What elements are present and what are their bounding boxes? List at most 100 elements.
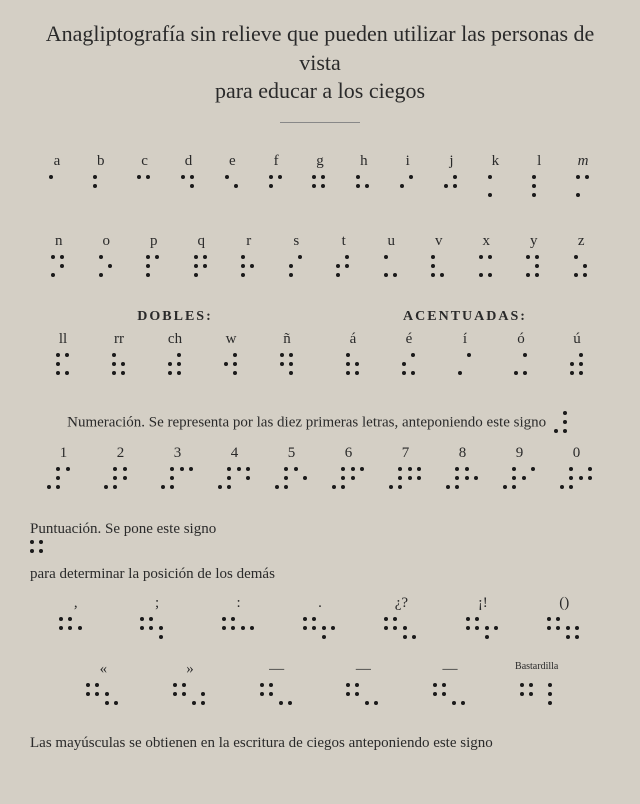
braille-cell: t xyxy=(320,233,368,279)
braille-pattern xyxy=(224,353,239,377)
braille-cell: 6 xyxy=(320,445,377,491)
braille-label: d xyxy=(185,153,193,171)
braille-label: « xyxy=(100,661,108,679)
braille-pattern xyxy=(104,467,138,491)
braille-label: 4 xyxy=(231,445,239,463)
braille-cell: k xyxy=(473,153,517,199)
braille-label: k xyxy=(492,153,500,171)
braille-pattern xyxy=(161,467,195,491)
braille-label: t xyxy=(342,233,346,251)
braille-pattern xyxy=(86,683,120,707)
braille-cell: 4 xyxy=(206,445,263,491)
braille-cell: z xyxy=(558,233,606,279)
braille-cell: 3 xyxy=(149,445,206,491)
braille-cell: á xyxy=(325,331,381,377)
title-line-1: Anagliptografía sin relieve que pueden u… xyxy=(46,21,595,75)
braille-label: » xyxy=(186,661,194,679)
braille-pattern xyxy=(289,255,304,279)
braille-pattern xyxy=(173,683,207,707)
braille-label: r xyxy=(246,233,251,251)
braille-cell: 0 xyxy=(548,445,605,491)
braille-cell: 1 xyxy=(35,445,92,491)
braille-pattern xyxy=(241,255,256,279)
braille-pattern xyxy=(346,353,361,377)
braille-cell: c xyxy=(123,153,167,199)
braille-pattern xyxy=(222,617,256,641)
final-text: Las mayúsculas se obtienen en la escritu… xyxy=(30,735,610,752)
braille-pattern xyxy=(275,467,309,491)
braille-pattern xyxy=(402,353,417,377)
braille-label: p xyxy=(150,233,158,251)
braille-cell: e xyxy=(210,153,254,199)
braille-pattern xyxy=(503,467,537,491)
braille-cell: v xyxy=(415,233,463,279)
braille-pattern xyxy=(225,175,240,199)
braille-cell: q xyxy=(178,233,226,279)
braille-label: ¿? xyxy=(395,595,408,613)
braille-label: — xyxy=(269,661,284,679)
braille-pattern xyxy=(576,175,591,199)
braille-cell: l xyxy=(517,153,561,199)
braille-pattern xyxy=(444,175,459,199)
braille-pattern xyxy=(168,353,183,377)
braille-label: ñ xyxy=(283,331,291,349)
braille-pattern xyxy=(384,617,418,641)
braille-label: y xyxy=(530,233,538,251)
braille-label: 7 xyxy=(402,445,410,463)
braille-label: Bastardilla xyxy=(515,661,558,679)
braille-pattern xyxy=(51,255,66,279)
braille-cell: a xyxy=(35,153,79,199)
braille-pattern xyxy=(303,617,337,641)
braille-cell: : xyxy=(198,595,279,641)
braille-label: h xyxy=(360,153,368,171)
braille-cell: u xyxy=(368,233,416,279)
title-line-2: para educar a los ciegos xyxy=(215,78,425,103)
braille-cell: , xyxy=(35,595,116,641)
braille-pattern xyxy=(384,255,399,279)
braille-cell: ll xyxy=(35,331,91,377)
page-title: Anagliptografía sin relieve que pueden u… xyxy=(30,20,610,106)
braille-label: 6 xyxy=(345,445,353,463)
braille-label: 5 xyxy=(288,445,296,463)
dobles-heading: DOBLES: xyxy=(30,309,320,325)
braille-pattern xyxy=(488,175,503,199)
braille-pattern xyxy=(466,617,500,641)
braille-pattern xyxy=(520,683,554,707)
braille-cell: í xyxy=(437,331,493,377)
numeracion-text: Numeración. Se representa por las diez p… xyxy=(30,411,610,435)
braille-cell: rr xyxy=(91,331,147,377)
braille-cell: i xyxy=(386,153,430,199)
braille-cell: » xyxy=(147,661,234,707)
braille-pattern xyxy=(47,467,81,491)
braille-cell: . xyxy=(279,595,360,641)
braille-pattern xyxy=(332,467,366,491)
braille-label: ¡! xyxy=(478,595,488,613)
braille-label: ; xyxy=(155,595,159,613)
braille-cell: « xyxy=(60,661,147,707)
braille-pattern xyxy=(218,467,252,491)
braille-cell: ó xyxy=(493,331,549,377)
braille-label: 9 xyxy=(516,445,524,463)
braille-label: () xyxy=(559,595,569,613)
braille-pattern xyxy=(458,353,473,377)
braille-pattern xyxy=(560,467,594,491)
braille-label: í xyxy=(463,331,467,349)
braille-cell: n xyxy=(35,233,83,279)
braille-cell: x xyxy=(463,233,511,279)
braille-pattern xyxy=(346,683,380,707)
braille-label: — xyxy=(443,661,458,679)
braille-cell: m xyxy=(561,153,605,199)
braille-label: g xyxy=(316,153,324,171)
braille-label: ó xyxy=(517,331,525,349)
braille-cell: — xyxy=(320,661,407,707)
braille-pattern xyxy=(570,353,585,377)
braille-pattern xyxy=(532,175,547,199)
alphabet-row-1: abcdefghijklm xyxy=(30,153,610,199)
braille-label: : xyxy=(236,595,240,613)
braille-pattern xyxy=(356,175,371,199)
braille-pattern xyxy=(59,617,93,641)
braille-label: i xyxy=(406,153,410,171)
braille-cell: r xyxy=(225,233,273,279)
braille-label: v xyxy=(435,233,443,251)
braille-pattern xyxy=(389,467,423,491)
